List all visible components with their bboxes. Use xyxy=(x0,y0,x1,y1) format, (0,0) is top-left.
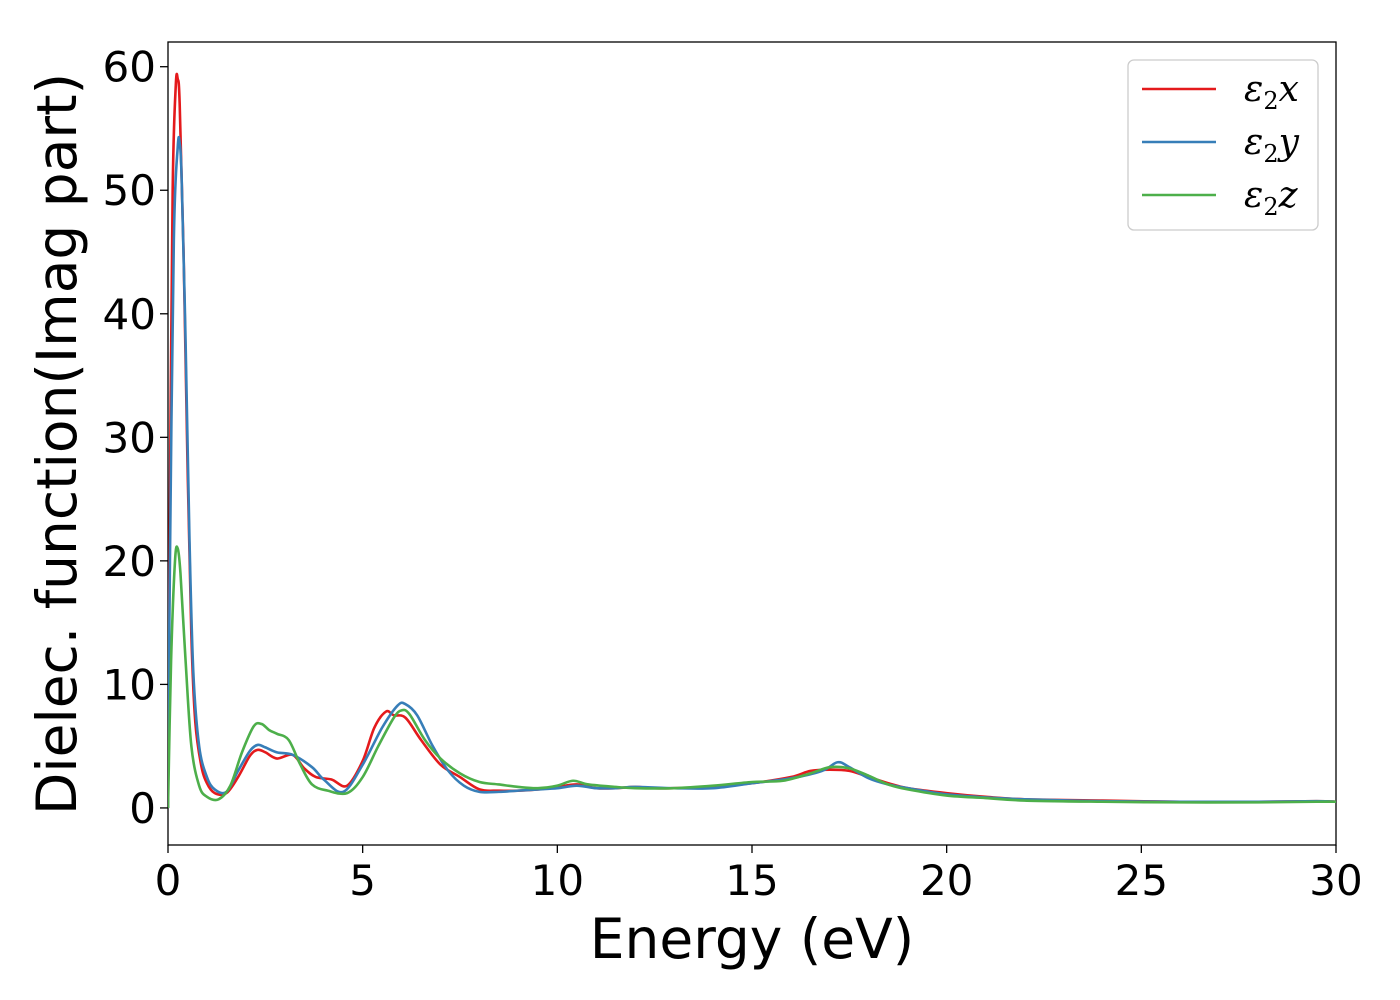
y-tick-label: 60 xyxy=(103,43,156,92)
x-tick-label: 10 xyxy=(531,856,584,905)
x-tick-label: 20 xyxy=(920,856,973,905)
x-tick-label: 25 xyxy=(1115,856,1168,905)
y-tick-label: 10 xyxy=(103,660,156,709)
y-tick-label: 40 xyxy=(103,290,156,339)
x-tick-label: 30 xyxy=(1309,856,1362,905)
y-axis: 0 10 20 30 40 50 60 xyxy=(103,43,168,833)
y-tick-label: 50 xyxy=(103,166,156,215)
x-tick-label: 0 xyxy=(155,856,182,905)
y-tick-label: 30 xyxy=(103,413,156,462)
legend: ε2x ε2y ε2z xyxy=(1127,59,1319,231)
y-tick-label: 0 xyxy=(129,784,156,833)
legend-label-1: ε2x xyxy=(1244,69,1299,115)
series-line-2 xyxy=(168,135,1336,808)
legend-label-3: ε2z xyxy=(1244,175,1299,221)
x-axis: 0 5 10 15 20 25 30 xyxy=(155,845,1363,905)
y-tick-label: 20 xyxy=(103,537,156,586)
y-axis-title: Dielec. function(Imag part) xyxy=(25,73,89,815)
legend-label-2: ε2y xyxy=(1244,122,1300,168)
x-tick-label: 15 xyxy=(725,856,778,905)
series-line-3 xyxy=(168,545,1336,808)
x-tick-label: 5 xyxy=(349,856,376,905)
legend-box xyxy=(1127,59,1319,231)
x-axis-title: Energy (eV) xyxy=(590,907,914,971)
series-group xyxy=(168,72,1336,808)
